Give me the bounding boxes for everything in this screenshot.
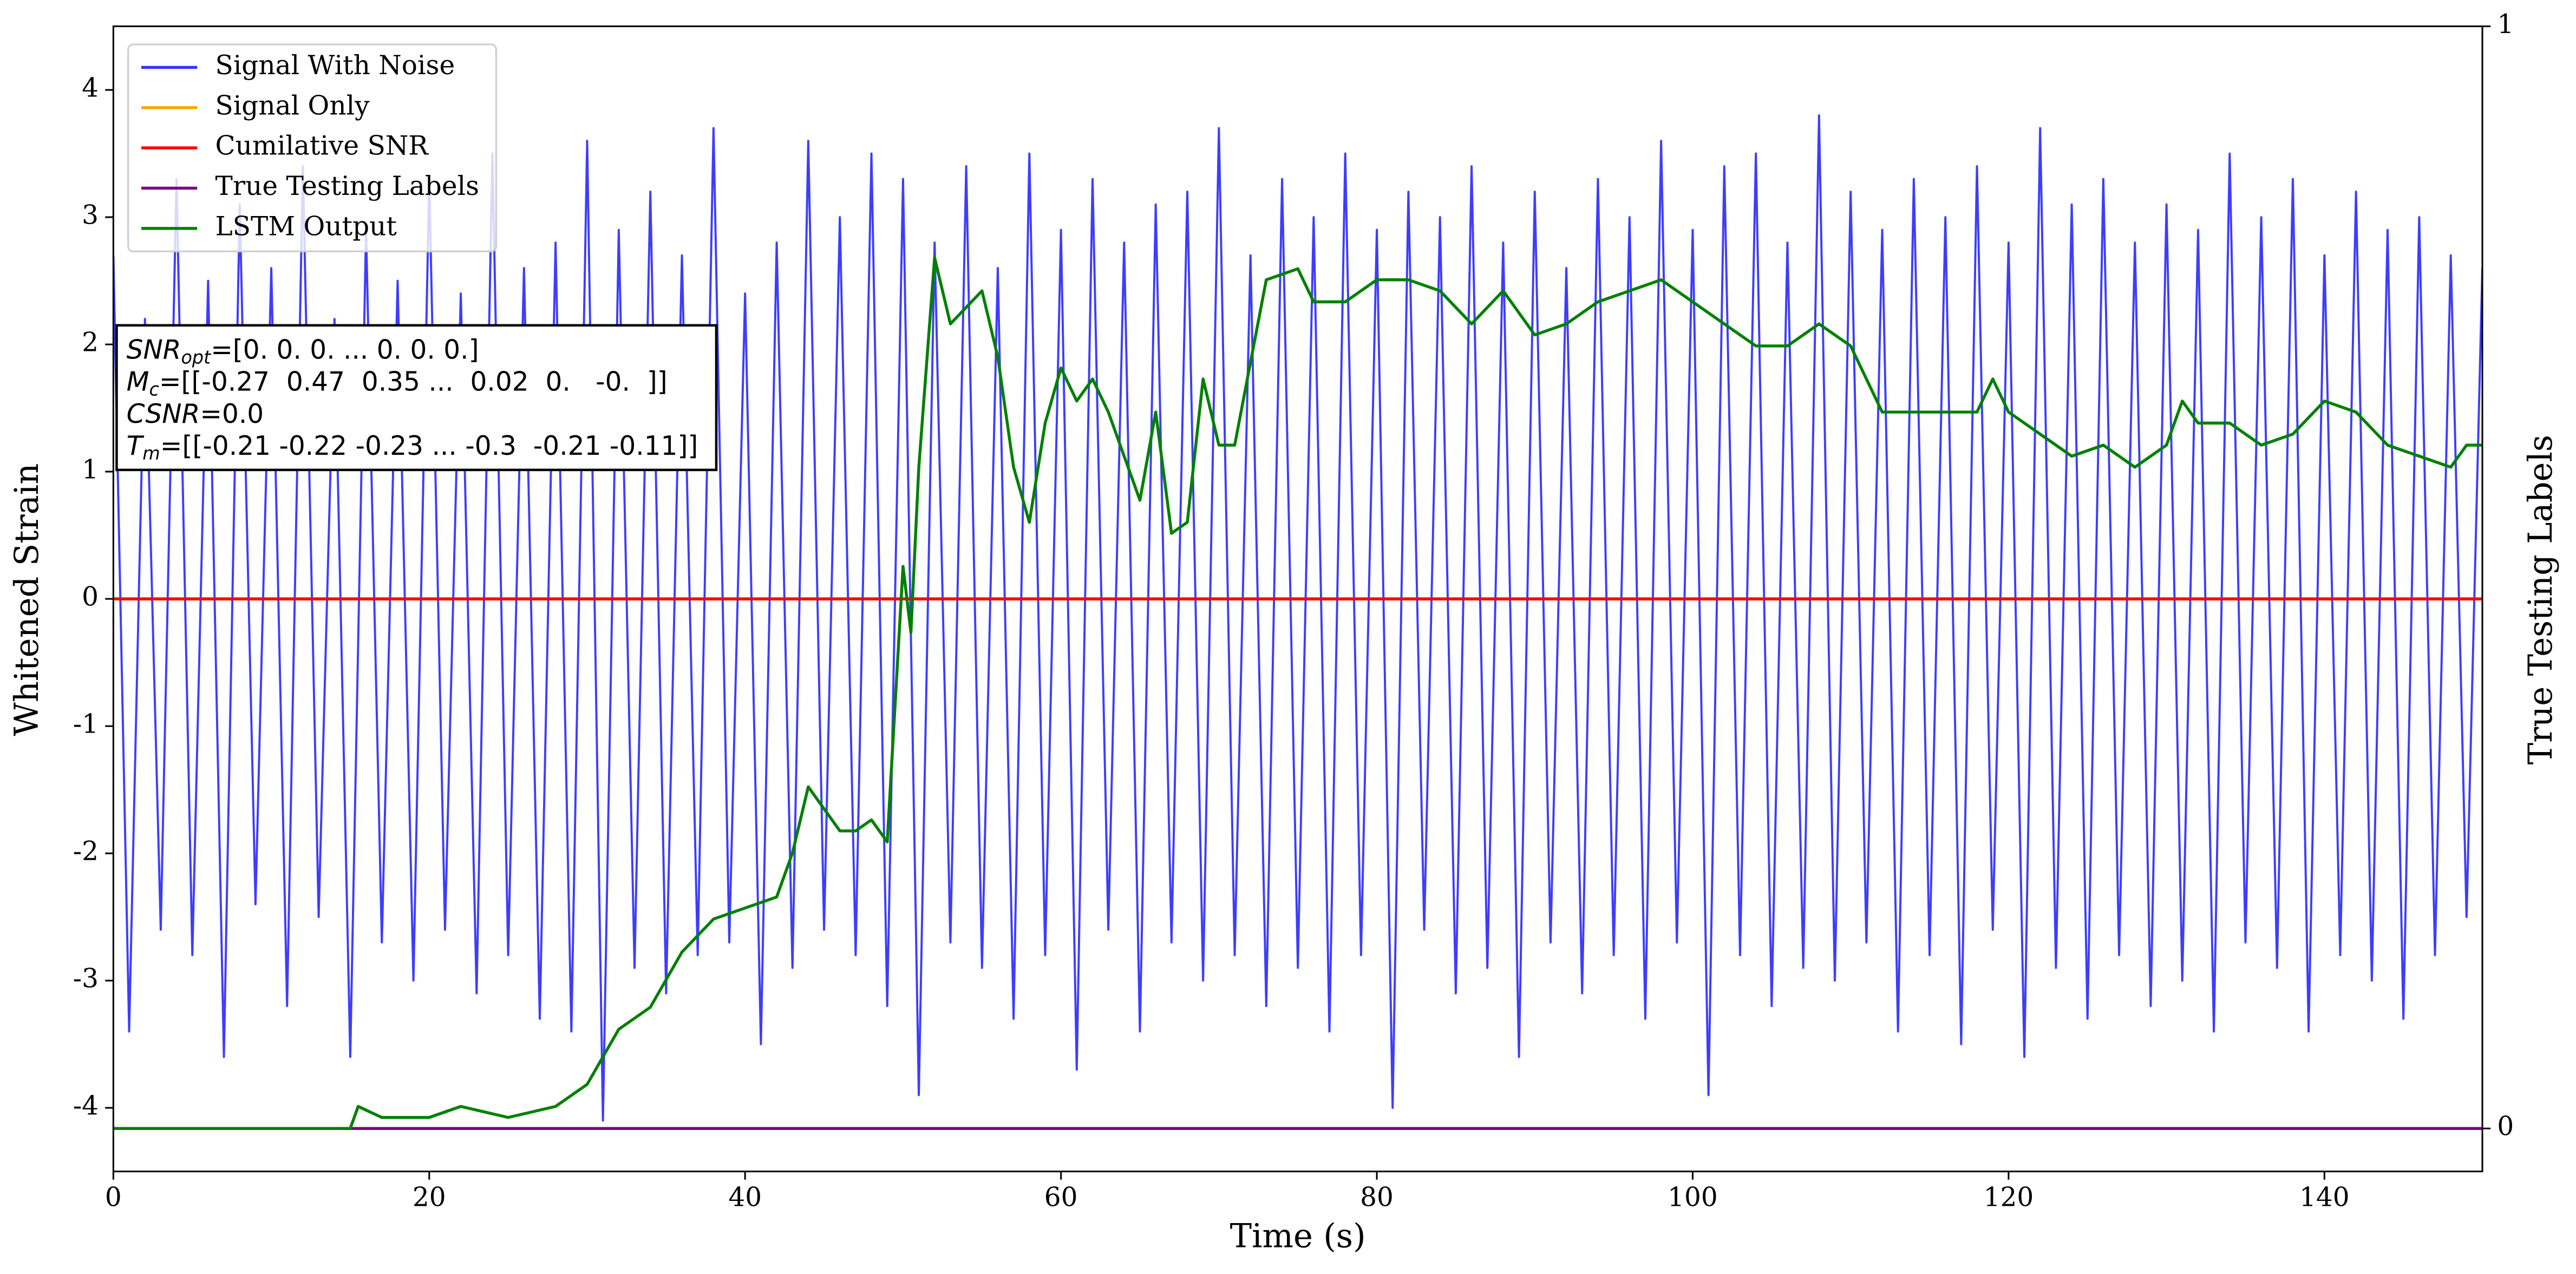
y-tick-label: -2 [73,837,99,867]
annotation-text: =0.0 [200,399,264,429]
x-tick-label: 100 [1668,1182,1718,1213]
annotation-line: Tm=[[-0.21 -0.22 -0.23 ... -0.3 -0.21 -0… [127,431,698,464]
y-tick-label: 0 [82,582,99,612]
annotation-text: =[[-0.21 -0.22 -0.23 ... -0.3 -0.21 -0.1… [160,431,698,461]
annotation-box [115,324,718,472]
y-tick-label: 2 [82,328,99,358]
y2-axis-label: True Testing Labels [2522,435,2560,765]
y-tick-label: -3 [73,964,99,994]
y-tick-label: 4 [82,73,99,103]
annotation-symbol: CSNR [127,399,200,429]
x-tick-label: 0 [105,1182,122,1213]
annotation-line: CSNR=0.0 [127,399,264,429]
x-tick-label: 140 [2299,1182,2350,1213]
legend-label: True Testing Labels [215,171,480,201]
x-tick-label: 120 [1984,1182,2034,1213]
y-tick-label: -1 [73,709,99,740]
y-tick-label: -4 [73,1091,99,1121]
y-axis-label: Whitened Strain [8,463,46,736]
legend-label: Signal With Noise [215,50,455,81]
annotation: SNRopt=[0. 0. 0. ... 0. 0. 0.]Mc=[[-0.27… [115,324,718,472]
series-line [113,256,2483,1130]
y-tick-label: 3 [82,200,99,231]
y2-tick-label: 1 [2497,9,2514,40]
x-tick-label: 20 [413,1182,446,1213]
annotation-symbol: SNR [127,335,181,365]
annotation-symbol: T [127,431,145,461]
x-tick-label: 60 [1044,1182,1078,1213]
plot-area [113,114,2483,1130]
legend: Signal With Noise Signal Only Cumilative S… [127,43,497,252]
annotation-text: =[[-0.27 0.47 0.35 ... 0.02 0. -0. ]] [159,367,668,397]
legend-label: Cumilative SNR [215,131,429,161]
legend-box [127,43,497,252]
annotation-line: Mc=[[-0.27 0.47 0.35 ... 0.02 0. -0. ]] [127,367,668,400]
annotation-symbol: M [127,367,149,397]
y-tick-label: 1 [82,455,99,485]
x-tick-label: 80 [1360,1182,1394,1213]
x-axis-label: Time (s) [1230,1218,1366,1256]
legend-label: Signal Only [215,90,370,121]
annotation-sub: opt [181,347,212,368]
x-tick-label: 40 [728,1182,762,1213]
annotation-sub: m [142,443,160,464]
annotation-sub: c [149,378,159,400]
y2-tick-label: 0 [2497,1112,2514,1142]
annotation-line: SNRopt=[0. 0. 0. ... 0. 0. 0.] [127,335,479,368]
series-line [113,114,2483,1122]
annotation-text: =[0. 0. 0. ... 0. 0. 0.] [211,335,479,365]
legend-label: LSTM Output [215,211,397,241]
